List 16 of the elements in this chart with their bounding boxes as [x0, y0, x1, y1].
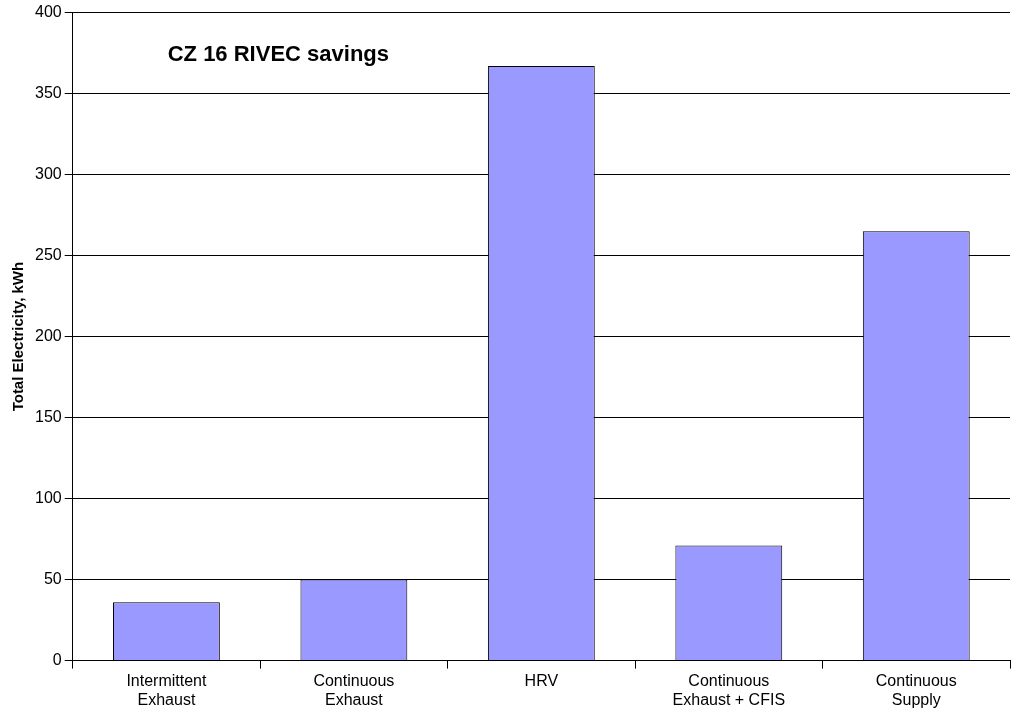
x-tick-label: Intermittent Exhaust [126, 671, 207, 708]
y-tick-label: 0 [52, 651, 62, 669]
y-tick-label: 250 [34, 246, 62, 264]
y-tick-label: 100 [34, 489, 62, 507]
x-tick-label: Continuous Supply [875, 671, 957, 708]
text: CZ 16 RIVEC savings [167, 40, 390, 66]
y-tick-label: 200 [34, 327, 62, 345]
x-tick-label: HRV [524, 671, 559, 689]
y-tick-label: 350 [34, 84, 62, 102]
x-tick-label: Continuous Exhaust + CFIS [672, 671, 786, 708]
y-tick-label: 150 [34, 408, 62, 426]
y-tick-label: 400 [34, 3, 62, 21]
y-tick-label: 50 [43, 570, 62, 588]
y-tick-label: 300 [34, 165, 62, 183]
x-tick-label: Continuous Exhaust [313, 671, 395, 708]
y-axis-title: Total Electricity, kWh [9, 261, 27, 412]
